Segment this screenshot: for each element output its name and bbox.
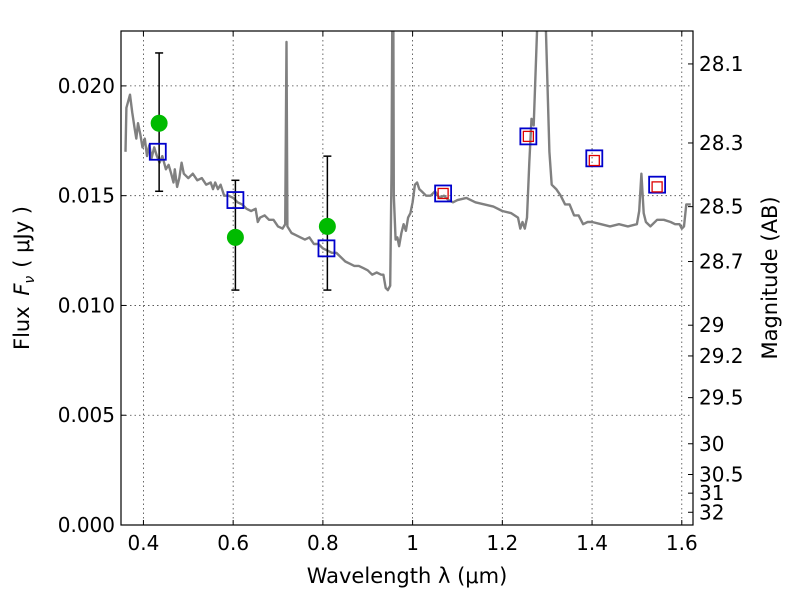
right-tick-label: 30.5	[699, 463, 744, 487]
right-tick-label: 31	[699, 481, 724, 505]
model-square-alt	[588, 154, 600, 167]
x-tick-label: 1.6	[666, 531, 698, 555]
y-axis-label: Flux Fν ( μJy )	[10, 206, 38, 350]
right-tick-label: 28.5	[699, 195, 744, 219]
x-tick-label: 1.2	[486, 531, 518, 555]
y-tick-label: 0.000	[58, 513, 115, 537]
observed-point	[318, 217, 336, 235]
y-axis-label-prefix: Flux	[10, 300, 34, 350]
model-square	[519, 127, 538, 146]
model-square-alt	[522, 130, 535, 143]
right-tick-label: 28.7	[699, 250, 744, 274]
right-tick-label: 32	[699, 500, 724, 524]
right-tick-label: 29.2	[699, 344, 744, 368]
y-tick-label: 0.015	[58, 184, 115, 208]
model-square	[434, 184, 453, 203]
model-square	[226, 191, 245, 209]
model-square-alt	[651, 181, 663, 193]
markers	[148, 52, 667, 291]
x-axis-label: Wavelength λ (μm)	[307, 564, 508, 588]
right-tick-label: 28.1	[699, 52, 744, 76]
right-tick-label: 28.3	[699, 131, 744, 155]
y-tick-label: 0.005	[58, 403, 115, 427]
plot-area	[124, 31, 691, 292]
y-axis-label-unit: ( μJy )	[10, 206, 34, 268]
x-tick-label: 1	[406, 531, 419, 555]
sed-model-line	[124, 31, 691, 292]
right-axis-label: Magnitude (AB)	[758, 196, 782, 359]
x-tick-label: 0.6	[217, 531, 249, 555]
ticks: 0.4 0.6 0.8 1 1.2 1.4 1.6 0.000 0.005 0.010 0.015 0…	[58, 31, 744, 555]
model-square	[585, 149, 604, 168]
observed-point	[150, 114, 168, 132]
y-axis-label-symbol: F	[10, 283, 34, 296]
plot-frame	[120, 30, 694, 526]
x-tick-label: 1.4	[576, 531, 608, 555]
x-tick-label: 0.8	[307, 531, 339, 555]
right-tick-label: 29	[699, 313, 724, 337]
observed-point	[226, 228, 244, 246]
x-tick-label: 0.4	[128, 531, 160, 555]
y-axis-label-subscript: ν	[22, 276, 38, 284]
model-square-alt	[437, 187, 449, 200]
y-tick-label: 0.010	[58, 293, 115, 317]
model-square	[648, 175, 667, 194]
model-square	[317, 239, 336, 258]
right-tick-label: 30	[699, 432, 724, 456]
model-square	[148, 142, 167, 161]
right-tick-label: 29.5	[699, 386, 744, 410]
y-tick-label: 0.020	[58, 74, 115, 98]
